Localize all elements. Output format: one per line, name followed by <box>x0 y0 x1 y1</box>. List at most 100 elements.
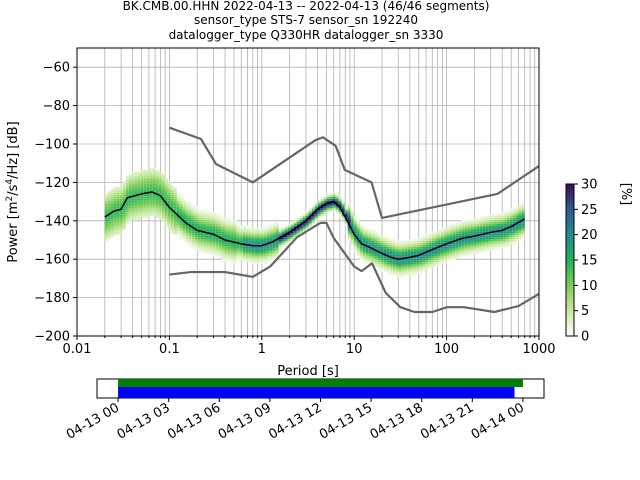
heatmap-cell <box>416 248 420 251</box>
heatmap-cell <box>392 258 396 261</box>
heatmap-cell <box>215 237 219 240</box>
heatmap-cell <box>236 256 240 259</box>
heatmap-cell <box>167 181 171 184</box>
heatmap-cell <box>140 171 144 174</box>
heatmap-cell <box>488 221 492 224</box>
heatmap-cell <box>134 181 138 184</box>
heatmap-cell <box>443 256 447 259</box>
heatmap-cell <box>152 181 156 184</box>
heatmap-cell <box>230 221 234 224</box>
heatmap-cell <box>470 221 474 224</box>
heatmap-cell <box>197 212 201 215</box>
heatmap-cell <box>134 202 138 205</box>
heatmap-cell <box>122 223 126 226</box>
heatmap-cell <box>146 171 150 174</box>
heatmap-cell <box>371 237 375 240</box>
heatmap-cell <box>194 248 198 251</box>
heatmap-cell <box>347 212 351 215</box>
heatmap-cell <box>308 212 312 215</box>
heatmap-cell <box>248 240 252 243</box>
heatmap-cell <box>395 260 399 263</box>
heatmap-cell <box>473 250 477 253</box>
heatmap-cell <box>179 227 183 230</box>
heatmap-cell <box>185 214 189 216</box>
heatmap-cell <box>110 191 114 193</box>
heatmap-cell <box>116 217 120 220</box>
heatmap-cell <box>182 235 186 238</box>
heatmap-cell <box>173 221 177 224</box>
heatmap-cell <box>215 221 219 224</box>
heatmap-cell <box>338 196 342 199</box>
heatmap-cell <box>497 231 501 234</box>
heatmap-cell <box>470 240 474 243</box>
heatmap-cell <box>497 216 501 218</box>
heatmap-cell <box>140 181 144 184</box>
heatmap-cell <box>194 210 198 213</box>
heatmap-cell <box>239 239 243 241</box>
heatmap-cell <box>176 225 180 228</box>
heatmap-cell <box>146 216 150 218</box>
heatmap-cell <box>419 240 423 243</box>
heatmap-cell <box>353 242 357 245</box>
heatmap-cell <box>128 177 132 180</box>
heatmap-cell <box>377 248 381 251</box>
heatmap-cell <box>401 273 405 276</box>
heatmap-cell <box>203 252 207 255</box>
heatmap-cell <box>248 242 252 245</box>
heatmap-cell <box>197 250 201 253</box>
heatmap-cell <box>308 225 312 228</box>
heatmap-cell <box>113 219 117 222</box>
heatmap-cell <box>206 248 210 251</box>
heatmap-cell <box>104 221 108 224</box>
heatmap-cell <box>122 204 126 207</box>
heatmap-cell <box>137 173 141 176</box>
heatmap-cell <box>146 198 150 201</box>
heatmap-cell <box>164 217 168 220</box>
heatmap-cell <box>152 210 156 213</box>
heatmap-cell <box>311 223 315 226</box>
heatmap-cell <box>386 265 390 268</box>
heatmap-cell <box>455 250 459 253</box>
heatmap-cell <box>365 231 369 234</box>
heatmap-cell <box>146 185 150 188</box>
heatmap-cell <box>122 181 126 184</box>
heatmap-cell <box>146 204 150 207</box>
heatmap-cell <box>353 233 357 236</box>
heatmap-cell <box>446 252 450 255</box>
heatmap-cell <box>356 242 360 245</box>
heatmap-cell <box>266 229 270 232</box>
heatmap-cell <box>206 217 210 220</box>
heatmap-cell <box>125 179 129 182</box>
heatmap-cell <box>410 254 414 257</box>
heatmap-cell <box>347 235 351 238</box>
heatmap-cell <box>467 221 471 224</box>
heatmap-cell <box>503 235 507 238</box>
heatmap-cell <box>278 233 282 236</box>
heatmap-cell <box>515 239 519 241</box>
heatmap-cell <box>161 181 165 184</box>
heatmap-cell <box>164 179 168 182</box>
heatmap-cell <box>128 194 132 197</box>
heatmap-cell <box>491 244 495 247</box>
heatmap-cell <box>392 267 396 270</box>
heatmap-cell <box>128 210 132 213</box>
heatmap-cell <box>254 227 258 230</box>
heatmap-cell <box>116 233 120 236</box>
heatmap-cell <box>206 219 210 222</box>
heatmap-cell <box>452 223 456 226</box>
heatmap-cell <box>209 240 213 243</box>
heatmap-cell <box>176 212 180 215</box>
heatmap-cell <box>221 229 225 232</box>
heatmap-cell <box>521 204 525 207</box>
heatmap-cell <box>494 240 498 243</box>
heatmap-cell <box>488 225 492 228</box>
heatmap-cell <box>380 239 384 241</box>
heatmap-cell <box>143 175 147 178</box>
heatmap-cell <box>200 216 204 218</box>
heatmap-cell <box>137 212 141 215</box>
heatmap-cell <box>128 212 132 215</box>
heatmap-cell <box>437 246 441 249</box>
heatmap-cell <box>158 173 162 176</box>
heatmap-cell <box>503 244 507 247</box>
heatmap-cell <box>140 196 144 199</box>
